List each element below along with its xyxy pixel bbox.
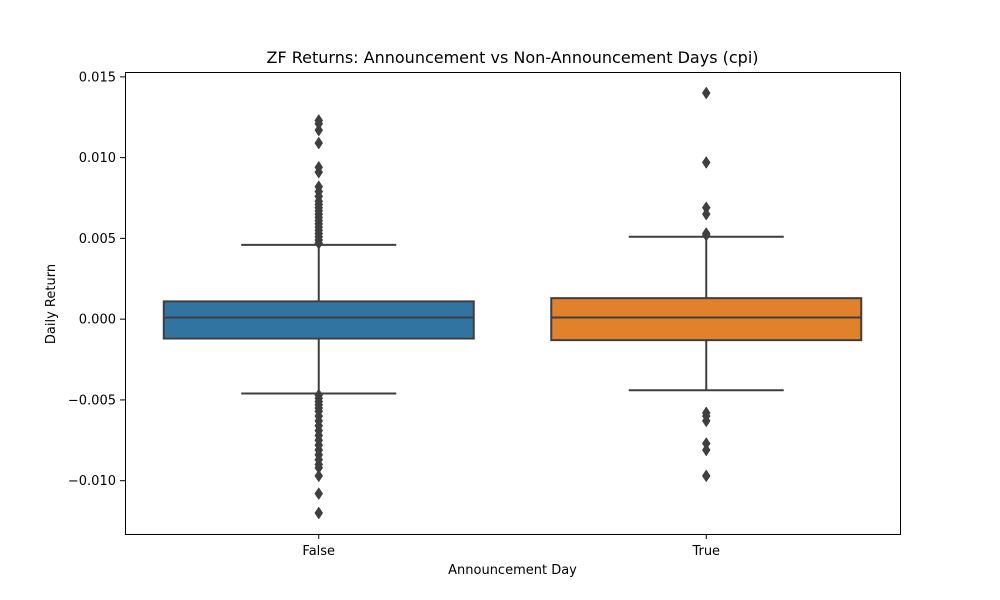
outlier-point <box>314 165 324 179</box>
x-tick-label: True <box>691 544 720 559</box>
outlier-point <box>701 469 711 483</box>
y-axis-ticks: 0.015 0.010 0.005 0.000 −0.005 −0.010 <box>68 70 125 489</box>
x-tick-label: False <box>302 544 335 559</box>
outlier-point <box>701 207 711 221</box>
y-tick-label: −0.010 <box>68 474 116 489</box>
outlier-point <box>701 228 711 242</box>
iqr-box <box>550 297 863 342</box>
outlier-point <box>701 414 711 428</box>
plot-frame <box>125 72 901 535</box>
outlier-point <box>701 156 711 169</box>
outlier-point <box>314 123 324 137</box>
y-tick-label: 0.000 <box>79 313 116 328</box>
iqr-box <box>162 300 475 340</box>
x-axis-ticks: False True <box>302 534 720 559</box>
y-tick-label: 0.010 <box>79 151 116 166</box>
y-axis-label: Daily Return <box>44 264 59 344</box>
box-group-false <box>162 114 475 520</box>
outlier-point <box>314 136 324 150</box>
x-axis-label: Announcement Day <box>448 563 577 578</box>
box-group-true <box>550 86 863 483</box>
plot-layer <box>162 86 863 520</box>
outlier-point <box>314 469 324 483</box>
outlier-point <box>314 506 324 520</box>
y-tick-label: 0.015 <box>79 70 116 85</box>
chart-title: ZF Returns: Announcement vs Non-Announce… <box>267 48 759 67</box>
outlier-point <box>314 487 324 501</box>
outlier-point <box>314 236 324 250</box>
outlier-point <box>701 86 711 100</box>
outlier-point <box>701 443 711 457</box>
y-tick-label: 0.005 <box>79 232 116 247</box>
y-tick-label: −0.005 <box>68 393 116 408</box>
